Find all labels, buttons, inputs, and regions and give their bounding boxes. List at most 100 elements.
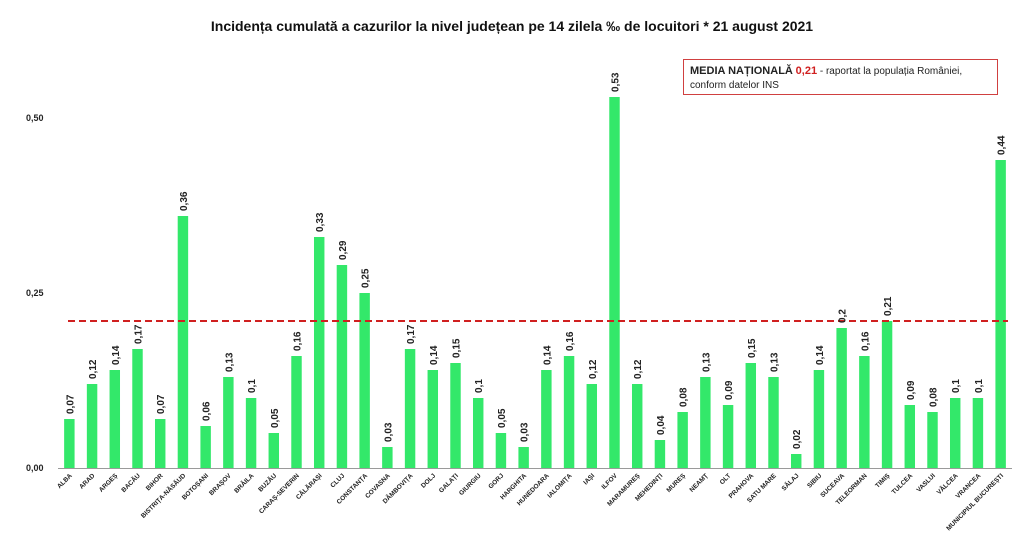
bar — [404, 349, 416, 468]
bar — [836, 328, 847, 468]
national-average-legend: MEDIA NAȚIONALĂ 0,21 - raportat la popul… — [683, 59, 998, 95]
bar — [949, 398, 961, 468]
y-tick-label: 0,50 — [26, 113, 44, 123]
x-tick-label: NEAMȚ — [688, 472, 709, 493]
data-label: 0,29 — [338, 240, 349, 260]
data-label: 0,07 — [156, 394, 167, 414]
x-tick-label: MUREȘ — [666, 472, 688, 494]
bar — [768, 377, 779, 468]
data-label: 0,13 — [770, 352, 781, 372]
bar — [154, 419, 166, 468]
bar — [563, 356, 575, 468]
x-tick-label: CLUJ — [329, 472, 346, 489]
x-tick-label: TULCEA — [891, 472, 915, 496]
data-label: 0,04 — [656, 415, 667, 435]
bar — [541, 370, 552, 468]
data-labels: 0,07 0,12 0,14 0,17 0,07 0,36 0,06 0,13 0,1 0,05 0… — [65, 72, 1007, 449]
bar — [495, 433, 507, 468]
data-label: 0,08 — [929, 387, 940, 407]
data-label: 0,07 — [65, 394, 76, 414]
x-tick-labels: ALBA ARAD ARGEȘ BACĂU BIHORBISTRIȚA-NĂSĂUDBO… — [56, 471, 1005, 532]
bar — [472, 398, 484, 468]
bar — [336, 265, 348, 468]
data-label: 0,03 — [383, 422, 394, 442]
data-label: 0,15 — [452, 338, 463, 358]
bar — [518, 447, 529, 468]
data-label: 0,1 — [974, 379, 985, 393]
bar — [200, 426, 211, 468]
bar — [745, 363, 757, 468]
data-label: 0,1 — [474, 379, 485, 393]
x-tick-label: DOLJ — [420, 472, 437, 489]
x-tick-label: BUZĂU — [256, 471, 279, 494]
y-axis: 0,00 0,25 0,50 — [26, 113, 1012, 473]
bar — [813, 370, 825, 468]
data-label: 0,14 — [111, 345, 122, 365]
x-tick-label: ILFOV — [600, 472, 619, 491]
bar — [881, 321, 893, 468]
bar — [245, 398, 257, 468]
x-tick-label: BRAȘOV — [208, 472, 233, 497]
data-label: 0,53 — [611, 72, 622, 92]
data-label: 0,14 — [542, 345, 553, 365]
legend-label: MEDIA NAȚIONALĂ — [690, 65, 793, 77]
bar — [790, 454, 802, 468]
x-tick-label: BACĂU — [119, 471, 142, 494]
bar — [450, 363, 461, 468]
data-label: 0,05 — [270, 408, 281, 428]
bar — [359, 293, 370, 468]
data-label: 0,16 — [860, 331, 871, 351]
x-tick-label: SĂLAJ — [779, 471, 801, 493]
bar — [677, 412, 688, 468]
bar — [586, 384, 598, 468]
data-label: 0,2 — [838, 309, 849, 323]
data-label: 0,03 — [520, 422, 531, 442]
legend-value: 0,21 — [795, 65, 818, 77]
legend-line-1: MEDIA NAȚIONALĂ 0,21 - raportat la popul… — [690, 64, 991, 79]
bar — [631, 384, 643, 468]
bar — [382, 447, 393, 468]
bar — [223, 377, 234, 468]
x-tick-label: GIURGIU — [458, 472, 483, 497]
bar — [313, 237, 325, 468]
x-tick-label: VASLUI — [915, 472, 937, 494]
data-label: 0,44 — [997, 135, 1008, 155]
bar — [722, 405, 734, 468]
data-label: 0,13 — [701, 352, 712, 372]
x-tick-label: IAȘI — [582, 472, 596, 486]
x-tick-label: ARGEȘ — [98, 472, 120, 494]
bar — [132, 349, 143, 468]
bar — [291, 356, 302, 468]
data-label: 0,13 — [224, 352, 235, 372]
bar — [609, 97, 620, 468]
data-label: 0,25 — [361, 268, 372, 288]
data-label: 0,15 — [747, 338, 758, 358]
data-label: 0,02 — [792, 429, 803, 449]
data-label: 0,05 — [497, 408, 508, 428]
data-label: 0,08 — [679, 387, 690, 407]
bar — [859, 356, 870, 468]
data-label: 0,06 — [202, 401, 213, 421]
bar — [427, 370, 439, 468]
x-tick-label: GALAȚI — [438, 472, 460, 494]
x-tick-label: GORJ — [487, 472, 505, 490]
data-label: 0,1 — [951, 379, 962, 393]
bar — [86, 384, 98, 468]
data-label: 0,21 — [883, 296, 894, 316]
data-label: 0,36 — [179, 191, 190, 211]
x-tick-label: SIBIU — [806, 472, 823, 489]
bar — [268, 433, 280, 468]
x-tick-label: IALOMIȚA — [546, 472, 573, 499]
bars-group — [64, 97, 1006, 468]
data-label: 0,14 — [815, 345, 826, 365]
legend-text-1: - raportat la populația României, — [817, 66, 963, 77]
bar — [904, 405, 916, 468]
data-label: 0,12 — [633, 359, 644, 379]
chart-title: Incidența cumulată a cazurilor la nivel … — [210, 18, 814, 34]
x-tick-label: CARAȘ-SEVERIN — [258, 472, 301, 515]
data-label: 0,33 — [315, 212, 326, 232]
bar — [927, 412, 938, 468]
bar — [177, 216, 189, 468]
data-label: 0,12 — [88, 359, 99, 379]
